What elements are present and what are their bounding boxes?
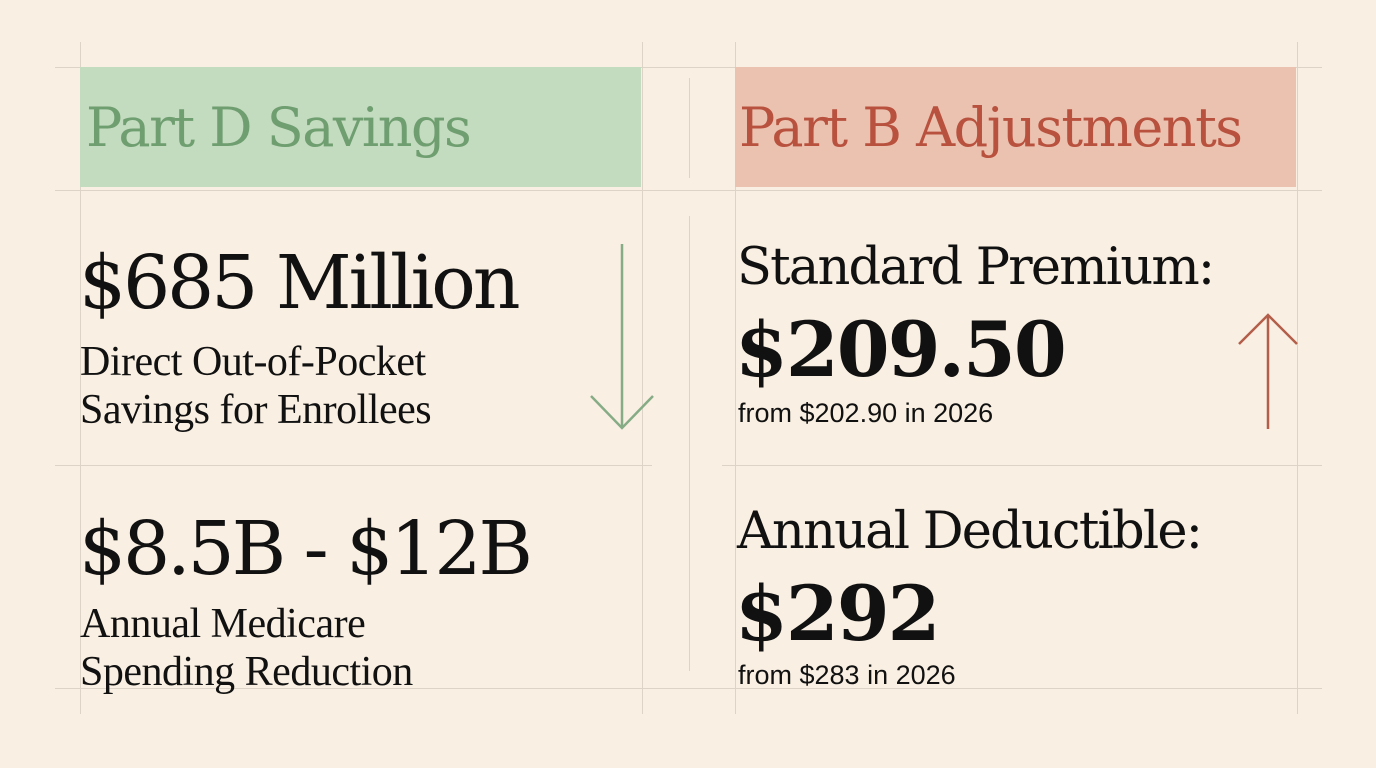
- divider-bottom: [689, 216, 690, 671]
- grid-line-top: [55, 67, 1322, 68]
- part-d-header: Part D Savings: [80, 67, 641, 187]
- part-d-spending-desc-line2: Spending Reduction: [80, 649, 413, 695]
- grid-line-middle-left: [55, 465, 652, 466]
- part-b-deductible-value: $292: [735, 569, 941, 658]
- grid-line-left: [80, 42, 81, 714]
- part-b-header: Part B Adjustments: [735, 67, 1296, 187]
- arrow-down-icon: [590, 244, 654, 430]
- grid-line-middle-right: [722, 465, 1322, 466]
- part-d-spending-desc-line1: Annual Medicare: [80, 601, 366, 647]
- grid-line-right: [1297, 42, 1298, 714]
- part-b-title: Part B Adjustments: [739, 95, 1243, 159]
- part-d-title: Part D Savings: [86, 95, 472, 159]
- grid-line-bottom: [55, 688, 1322, 689]
- part-b-deductible-note: from $283 in 2026: [738, 660, 956, 690]
- part-d-savings-desc-line2: Savings for Enrollees: [80, 387, 432, 433]
- part-b-premium-note: from $202.90 in 2026: [738, 398, 994, 428]
- grid-line-left-inner: [642, 42, 643, 714]
- divider-top: [689, 78, 690, 178]
- part-d-spending-value: $8.5B - $12B: [79, 506, 533, 592]
- part-d-savings-value: $685 Million: [79, 240, 520, 326]
- grid-line-right-inner: [735, 42, 736, 714]
- part-b-premium-label: Standard Premium:: [737, 238, 1215, 297]
- part-d-savings-desc-line1: Direct Out-of-Pocket: [80, 339, 426, 385]
- part-b-premium-value: $209.50: [735, 305, 1067, 394]
- grid-line-header-bottom: [55, 190, 1322, 191]
- part-b-deductible-label: Annual Deductible:: [737, 502, 1203, 561]
- arrow-up-icon: [1238, 313, 1298, 429]
